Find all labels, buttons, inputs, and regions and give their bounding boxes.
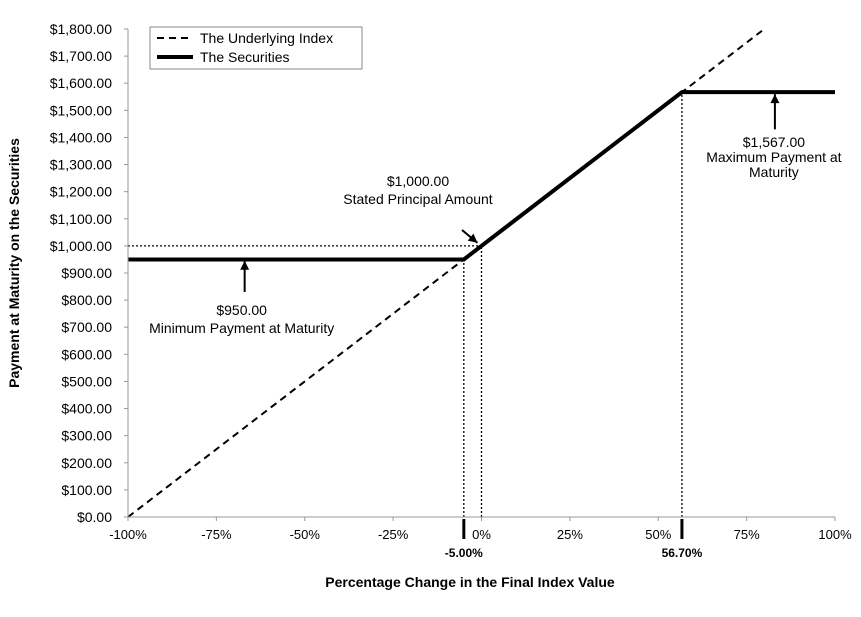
y-tick-label: $0.00 <box>77 509 112 525</box>
legend-box <box>149 26 363 70</box>
principal-arrow-head <box>467 233 478 243</box>
y-tick-label: $900.00 <box>61 265 112 281</box>
minimum-annotation-text: Minimum Payment at Maturity <box>149 320 334 336</box>
legend-label-securities: The Securities <box>200 49 289 65</box>
y-tick-label: $1,600.00 <box>50 75 112 91</box>
principal-annotation-text: $1,000.00 <box>387 173 449 189</box>
y-tick-label: $700.00 <box>61 319 112 335</box>
y-tick-label: $800.00 <box>61 292 112 308</box>
y-tick-label: $1,400.00 <box>50 129 112 145</box>
index-series-line <box>127 28 765 518</box>
series-lines <box>127 28 835 518</box>
x-tick-label: -50% <box>290 527 321 542</box>
y-tick-label: $1,100.00 <box>50 211 112 227</box>
principal-annotation-text: Stated Principal Amount <box>343 191 493 207</box>
maximum-annotation-text: Maximum Payment at <box>706 149 841 165</box>
x-tick-label: 75% <box>734 527 760 542</box>
x-tick-label: 100% <box>818 527 852 542</box>
annotations: $950.00 Minimum Payment at Maturity $1,000… <box>149 94 842 336</box>
y-tick-label: $1,200.00 <box>50 184 112 200</box>
legend-label-index: The Underlying Index <box>200 30 333 46</box>
y-tick-label: $400.00 <box>61 401 112 417</box>
guide-lines <box>128 92 683 517</box>
x-tick-label: -75% <box>201 527 232 542</box>
minimum-arrow-head <box>240 260 250 270</box>
minimum-annotation-text: $950.00 <box>216 302 267 318</box>
y-tick-label: $1,500.00 <box>50 102 112 118</box>
x-tick-label: 0% <box>472 527 491 542</box>
y-tick-label: $1,800.00 <box>50 21 112 37</box>
y-tick-label: $600.00 <box>61 346 112 362</box>
x-tick-label: 50% <box>645 527 671 542</box>
y-tick-label: $300.00 <box>61 428 112 444</box>
marker-label: 56.70% <box>662 546 703 560</box>
x-tick-labels: -100% -75% -50% -25% 0% 25% 50% 75% 100% <box>109 517 852 542</box>
y-tick-label: $100.00 <box>61 482 112 498</box>
y-tick-label: $1,700.00 <box>50 48 112 64</box>
securities-series-line <box>128 90 835 262</box>
x-tick-label: -100% <box>109 527 147 542</box>
maximum-annotation-text: $1,567.00 <box>743 134 805 150</box>
x-tick-label: 25% <box>557 527 583 542</box>
y-tick-label: $1,000.00 <box>50 238 112 254</box>
y-tick-labels: $0.00 $100.00 $200.00 $300.00 $400.00 $500.00… <box>50 21 128 525</box>
maximum-annotation-text: Maturity <box>749 164 799 180</box>
y-tick-label: $500.00 <box>61 373 112 389</box>
legend: The Underlying Index The Securities <box>149 26 363 70</box>
maximum-arrow-head <box>770 94 780 104</box>
y-axis-title: Payment at Maturity on the Securities <box>6 138 22 388</box>
x-markers: -5.00% 56.70% <box>445 519 703 560</box>
x-tick-label: -25% <box>378 527 409 542</box>
y-tick-label: $200.00 <box>61 455 112 471</box>
y-tick-label: $1,300.00 <box>50 157 112 173</box>
x-axis-title: Percentage Change in the Final Index Val… <box>325 574 615 590</box>
marker-label: -5.00% <box>445 546 483 560</box>
